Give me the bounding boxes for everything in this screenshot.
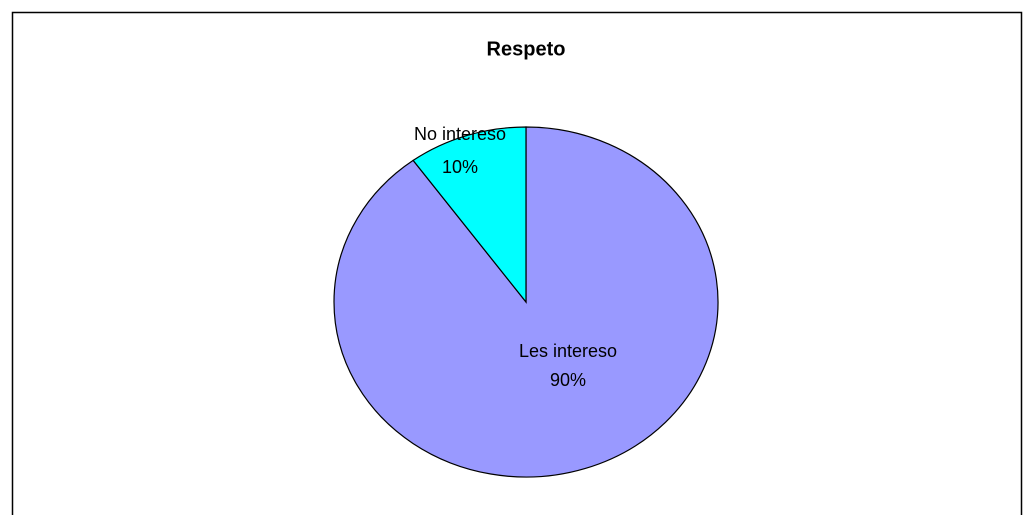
chart-title: Respeto: [487, 38, 566, 60]
slice-label: No intereso: [414, 124, 506, 144]
chart-border: [11, 11, 1023, 515]
slice-value-label: 10%: [442, 157, 478, 177]
slice-label: Les intereso: [519, 341, 617, 361]
slice-value-label: 90%: [550, 370, 586, 390]
pie-slice: [412, 126, 527, 304]
